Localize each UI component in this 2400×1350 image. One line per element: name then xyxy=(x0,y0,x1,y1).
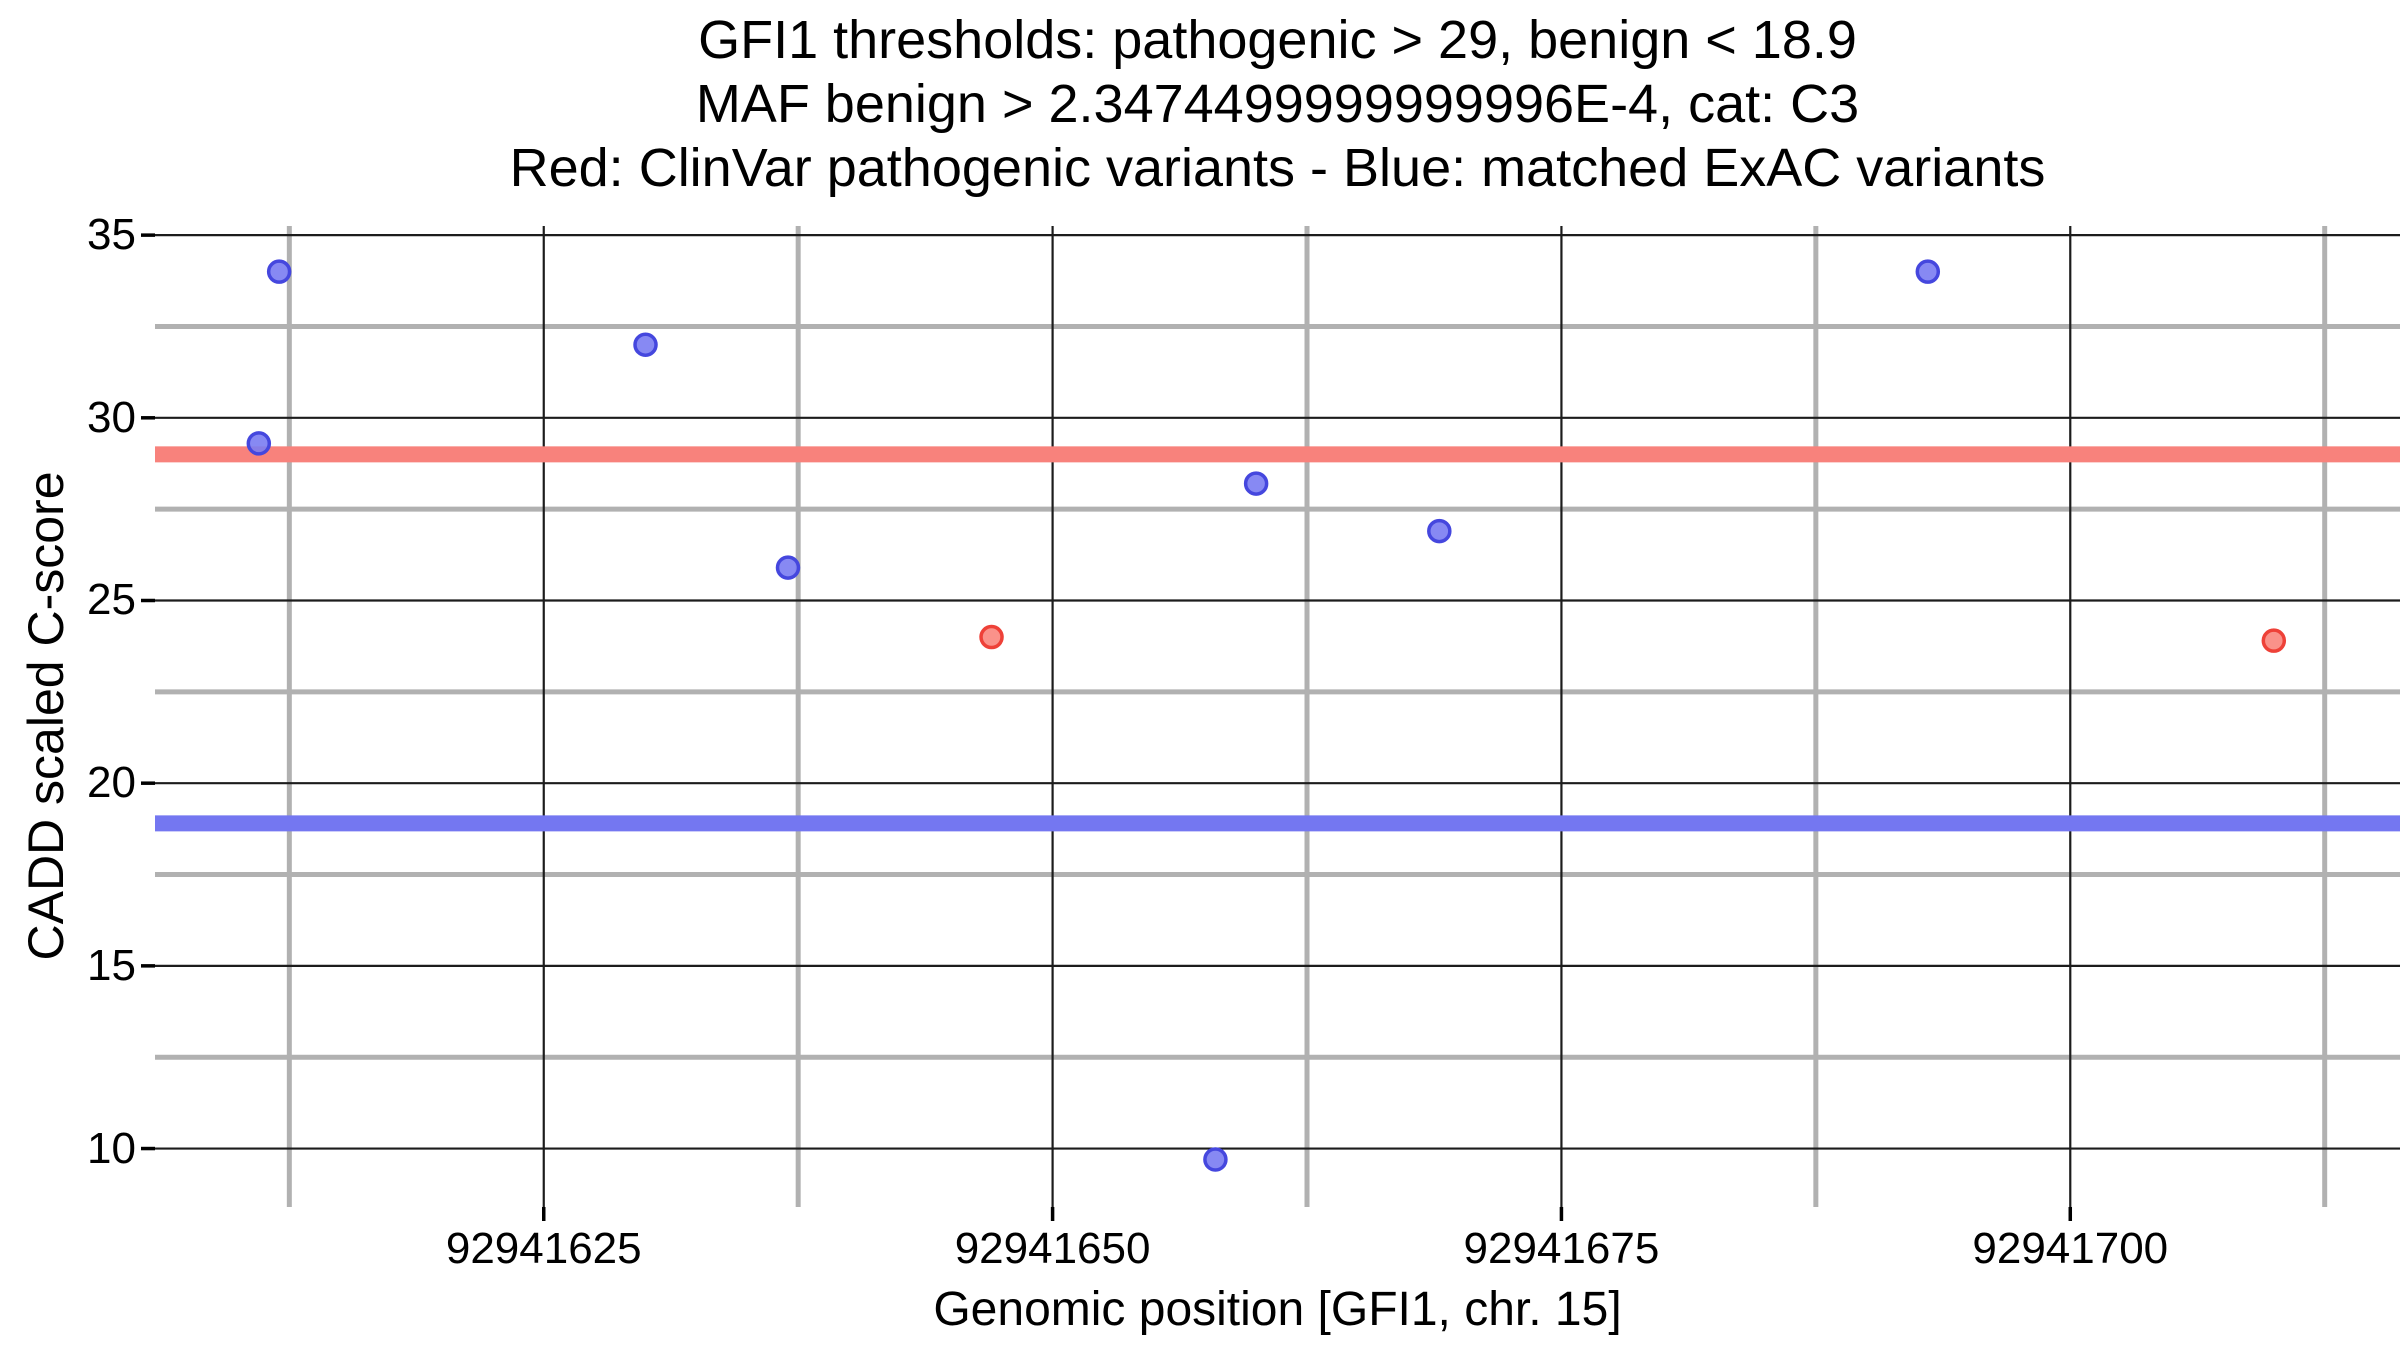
data-point-matched-exac-blue xyxy=(266,259,292,284)
data-point-clinvar-pathogenic-red xyxy=(979,624,1004,650)
data-point-matched-exac-blue xyxy=(775,555,801,580)
x-tick-label: 92941650 xyxy=(954,1224,1151,1273)
data-point-matched-exac-blue xyxy=(1915,259,1941,284)
y-tick-label: 35 xyxy=(87,210,136,260)
plot-title: GFI1 thresholds: pathogenic > 29, benign… xyxy=(155,8,2400,200)
data-point-matched-exac-blue xyxy=(1427,518,1452,544)
y-tick-label: 25 xyxy=(87,575,136,625)
data-point-matched-exac-blue xyxy=(1243,471,1269,496)
plot-title-line-3: Red: ClinVar pathogenic variants - Blue:… xyxy=(509,138,2046,198)
data-point-matched-exac-blue xyxy=(246,431,272,456)
x-axis-title: Genomic position [GFI1, chr. 15] xyxy=(933,1283,1622,1336)
y-axis-title: CADD scaled C-score xyxy=(18,471,74,961)
x-tick-label: 92941675 xyxy=(1463,1224,1660,1273)
y-tick-label: 20 xyxy=(87,758,136,808)
x-tick-label: 92941700 xyxy=(1972,1224,2169,1273)
data-point-matched-exac-blue xyxy=(1203,1147,1228,1172)
data-point-matched-exac-blue xyxy=(633,332,658,357)
x-tick-label: 92941625 xyxy=(445,1224,642,1273)
plot-title-line-1: GFI1 thresholds: pathogenic > 29, benign… xyxy=(698,10,1857,70)
plot-title-line-2: MAF benign > 2.3474499999999996E-4, cat:… xyxy=(695,74,1860,134)
threshold-band-pathogenic xyxy=(155,446,2400,463)
y-tick-label: 30 xyxy=(87,392,136,442)
y-tick-label: 10 xyxy=(87,1123,136,1173)
y-tick-label: 15 xyxy=(87,940,136,990)
data-point-clinvar-pathogenic-red xyxy=(2261,628,2287,653)
threshold-band-benign xyxy=(155,815,2400,832)
